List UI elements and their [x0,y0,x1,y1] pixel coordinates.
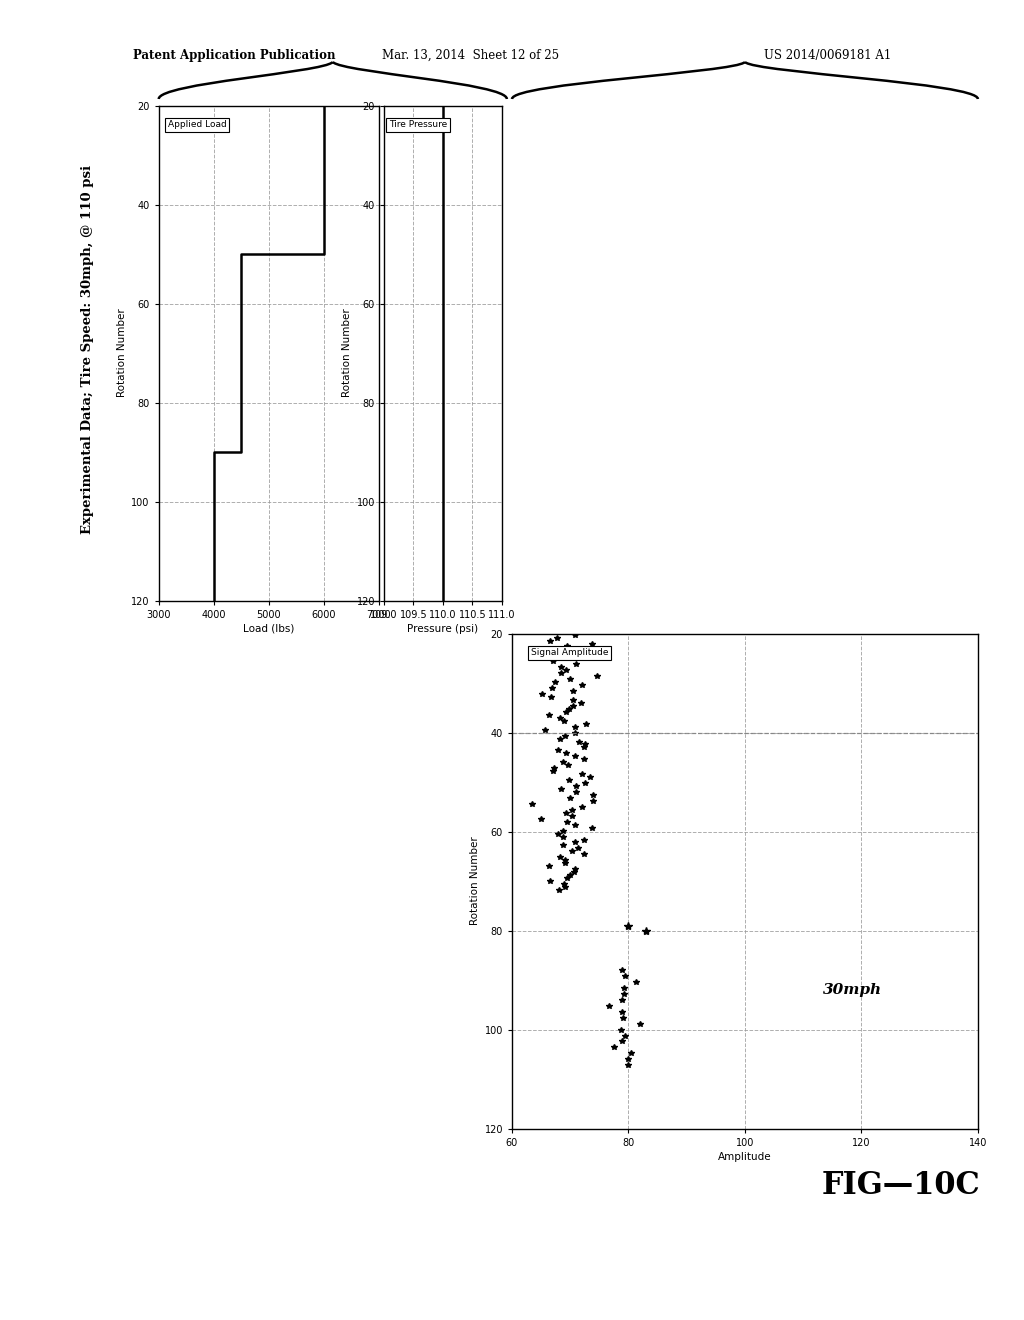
Text: Tire Pressure: Tire Pressure [389,120,446,129]
Text: US 2014/0069181 A1: US 2014/0069181 A1 [764,49,891,62]
Text: 30mph: 30mph [822,983,882,997]
Text: Mar. 13, 2014  Sheet 12 of 25: Mar. 13, 2014 Sheet 12 of 25 [383,49,559,62]
X-axis label: Pressure (psi): Pressure (psi) [408,624,478,634]
Text: Patent Application Publication: Patent Application Publication [133,49,336,62]
X-axis label: Load (lbs): Load (lbs) [243,624,295,634]
X-axis label: Amplitude: Amplitude [718,1152,772,1162]
Y-axis label: Rotation Number: Rotation Number [117,309,127,397]
Text: Applied Load: Applied Load [168,120,226,129]
Y-axis label: Rotation Number: Rotation Number [342,309,352,397]
Y-axis label: Rotation Number: Rotation Number [470,837,480,925]
Text: Signal Amplitude: Signal Amplitude [530,648,608,657]
Text: Experimental Data; Tire Speed: 30mph, @ 110 psi: Experimental Data; Tire Speed: 30mph, @ … [81,165,93,535]
Text: FIG—10C: FIG—10C [821,1171,981,1201]
